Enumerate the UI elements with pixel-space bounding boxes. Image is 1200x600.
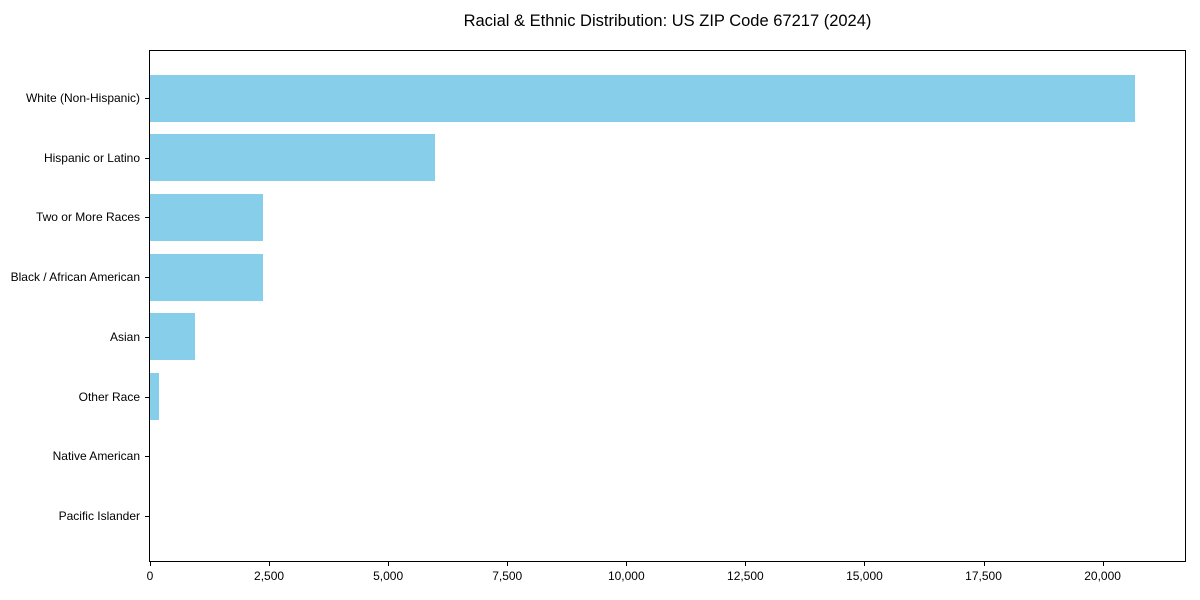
y-tick-label: White (Non-Hispanic) <box>25 91 140 105</box>
x-tick-label: 7,500 <box>492 569 523 583</box>
y-tick <box>145 157 150 159</box>
x-tick <box>745 561 747 566</box>
x-tick-label: 15,000 <box>846 569 883 583</box>
x-tick <box>269 561 271 566</box>
y-tick <box>145 98 150 99</box>
x-tick-label: 10,000 <box>607 569 645 583</box>
bar-other-race <box>150 373 159 421</box>
x-tick-label: 2,500 <box>254 569 285 583</box>
x-tick-label: 12,500 <box>727 569 764 583</box>
x-tick-label: 0 <box>146 569 154 583</box>
y-tick <box>145 277 150 279</box>
x-tick-label: 5,000 <box>373 569 404 583</box>
x-tick <box>1102 561 1104 566</box>
x-tick <box>626 561 628 566</box>
y-tick-label: Two or More Races <box>35 210 140 225</box>
x-tick <box>150 561 151 566</box>
x-tick-label: 17,500 <box>965 569 1002 583</box>
plot-area: White (Non-Hispanic) Hispanic or Latino Tw… <box>11 50 1186 583</box>
y-tick-label: Asian <box>109 329 140 344</box>
bar-hispanic-or-latino <box>150 134 436 182</box>
x-tick <box>864 561 866 566</box>
y-tick-label: Other Race <box>78 389 140 404</box>
y-tick-label: Native American <box>52 449 140 464</box>
y-tick <box>145 217 150 219</box>
bar-asian <box>150 313 196 361</box>
y-tick <box>145 336 150 338</box>
x-tick-label: 20,000 <box>1084 569 1121 583</box>
chart-title: Racial & Ethnic Distribution: US ZIP Cod… <box>463 12 872 30</box>
x-tick <box>388 561 390 566</box>
bar-two-or-more-races <box>150 193 263 241</box>
y-tick <box>145 456 150 458</box>
x-tick <box>983 561 985 566</box>
y-tick-label: Hispanic or Latino <box>43 150 140 165</box>
y-tick <box>145 396 150 398</box>
x-tick <box>507 561 509 566</box>
y-tick-label: Pacific Islander <box>58 509 140 523</box>
y-tick-label: Black / African American <box>10 270 140 285</box>
bar-white-non-hispanic <box>150 74 1135 122</box>
y-tick <box>145 516 150 517</box>
bar-black-african-american <box>150 253 264 301</box>
